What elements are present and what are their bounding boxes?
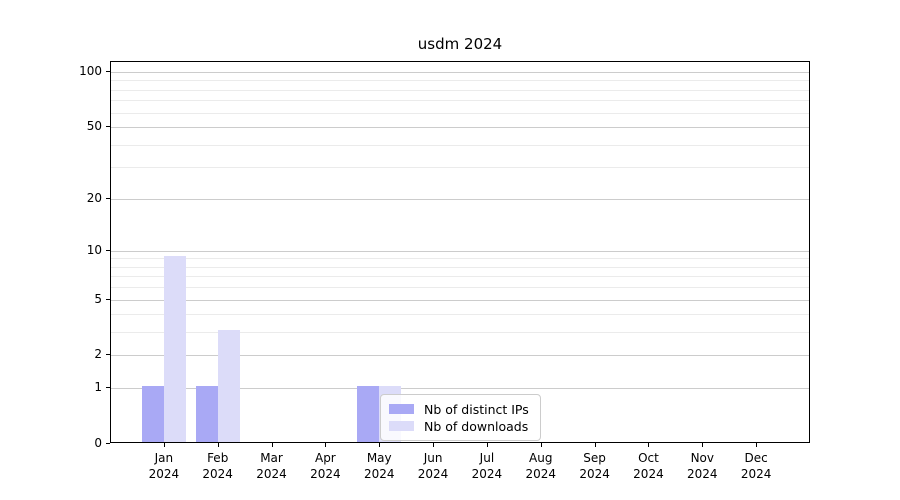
x-tick-mark xyxy=(379,443,381,447)
gridline-major xyxy=(111,355,809,357)
legend-item-distinct-ips: Nb of distinct IPs xyxy=(389,401,529,417)
legend-label-distinct-ips: Nb of distinct IPs xyxy=(424,401,529,417)
gridline-minor xyxy=(111,100,809,102)
x-tick-mark xyxy=(594,443,596,447)
gridline-minor xyxy=(111,144,809,146)
x-tick-label: Mar 2024 xyxy=(256,451,287,481)
bar-distinct-ips-jan xyxy=(141,386,164,442)
x-tick-mark xyxy=(271,443,273,447)
x-tick-label: Oct 2024 xyxy=(633,451,664,481)
x-tick-mark xyxy=(648,443,650,447)
gridline-major xyxy=(111,299,809,301)
y-tick-label: 0 xyxy=(94,436,102,450)
y-tick-label: 20 xyxy=(86,190,102,205)
gridline-minor xyxy=(111,89,809,91)
x-tick-label: May 2024 xyxy=(363,451,395,481)
x-tick-mark xyxy=(540,443,542,447)
x-tick-label: Nov 2024 xyxy=(687,451,718,481)
y-tick-label: 100 xyxy=(79,63,102,78)
x-tick-label: Aug 2024 xyxy=(525,451,557,481)
legend-swatch-distinct-ips-icon xyxy=(389,404,414,414)
x-tick-mark xyxy=(217,443,219,447)
gridline-minor xyxy=(111,258,809,260)
bar-distinct-ips-may xyxy=(357,386,380,442)
x-tick-label: Sep 2024 xyxy=(579,451,610,481)
x-tick-label: Dec 2024 xyxy=(740,451,772,481)
y-tick-label: 1 xyxy=(94,380,102,395)
gridline-major xyxy=(111,250,809,252)
gridline-minor xyxy=(111,167,809,169)
legend-swatch-downloads-icon xyxy=(389,421,414,431)
gridline-major xyxy=(111,388,809,390)
gridline-minor xyxy=(111,287,809,289)
y-tick-label: 5 xyxy=(94,291,102,306)
x-tick-mark xyxy=(486,443,488,447)
bar-distinct-ips-feb xyxy=(195,386,218,442)
gridline-minor xyxy=(111,112,809,114)
gridline-minor xyxy=(111,332,809,334)
y-tick-label: 50 xyxy=(86,119,102,134)
gridline-minor xyxy=(111,276,809,278)
x-tick-label: Apr 2024 xyxy=(310,451,341,481)
legend-item-downloads: Nb of downloads xyxy=(389,418,529,434)
gridline-major xyxy=(111,71,809,73)
bar-downloads-jan xyxy=(163,256,186,442)
gridline-minor xyxy=(111,266,809,268)
x-tick-label: Jul 2024 xyxy=(471,451,503,481)
plot-area xyxy=(110,61,810,443)
gridline-major xyxy=(111,127,809,129)
gridline-minor xyxy=(111,80,809,82)
x-tick-mark xyxy=(163,443,165,447)
x-tick-mark xyxy=(433,443,435,447)
legend-label-downloads: Nb of downloads xyxy=(424,418,529,434)
y-tick-label: 10 xyxy=(86,242,102,257)
gridline-major xyxy=(111,198,809,200)
x-tick-label: Jun 2024 xyxy=(417,451,449,481)
x-tick-label: Feb 2024 xyxy=(202,451,233,481)
x-tick-mark xyxy=(702,443,704,447)
x-tick-label: Jan 2024 xyxy=(148,451,180,481)
chart-title: usdm 2024 xyxy=(417,35,503,53)
y-tick-mark xyxy=(106,443,110,444)
bar-downloads-feb xyxy=(217,330,240,442)
legend: Nb of distinct IPs Nb of downloads xyxy=(380,394,541,441)
gridline-minor xyxy=(111,314,809,316)
x-tick-mark xyxy=(756,443,758,447)
y-tick-label: 2 xyxy=(94,347,102,362)
x-tick-mark xyxy=(325,443,327,447)
